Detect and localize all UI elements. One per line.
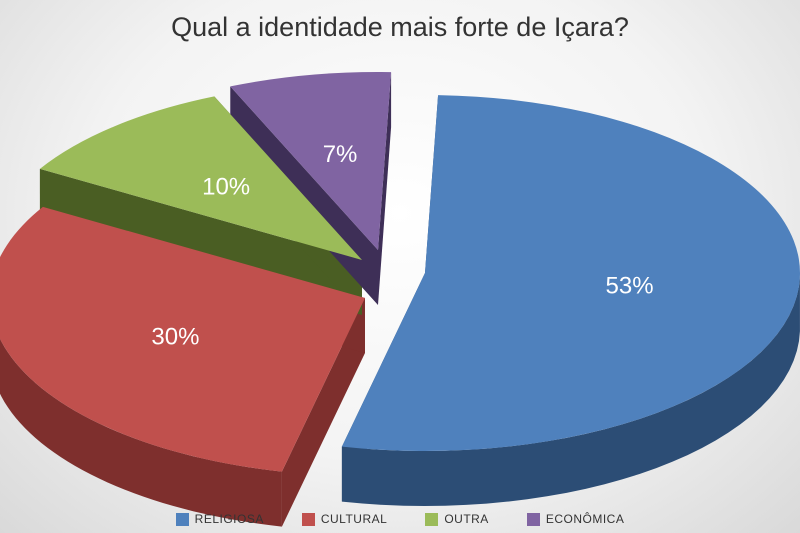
legend: RELIGIOSA CULTURAL OUTRA ECONÔMICA (0, 512, 800, 526)
data-label-cultural: 30% (151, 324, 199, 351)
legend-item-religiosa: RELIGIOSA (175, 512, 264, 526)
pie-slice-religiosa (341, 95, 800, 451)
chart-title: Qual a identidade mais forte de Içara? (171, 12, 629, 42)
pie-slice-cultural (0, 206, 365, 472)
legend-label-outra: OUTRA (444, 512, 489, 526)
legend-swatch-economica (526, 512, 540, 526)
legend-item-outra: OUTRA (425, 512, 489, 526)
legend-label-cultural: CULTURAL (320, 512, 388, 526)
legend-swatch-outra (425, 512, 439, 526)
data-label-economica: 7% (323, 141, 358, 168)
pie-slice-outra (39, 96, 362, 260)
legend-item-cultural: CULTURAL (301, 512, 388, 526)
legend-label-religiosa: RELIGIOSA (194, 512, 264, 526)
pie-slice-economica (230, 72, 392, 251)
legend-swatch-religiosa (175, 512, 189, 526)
data-label-outra: 10% (202, 173, 250, 200)
legend-label-economica: ECONÔMICA (545, 512, 625, 526)
data-label-religiosa: 53% (606, 273, 654, 300)
legend-swatch-cultural (301, 512, 315, 526)
legend-item-economica: ECONÔMICA (526, 512, 625, 526)
